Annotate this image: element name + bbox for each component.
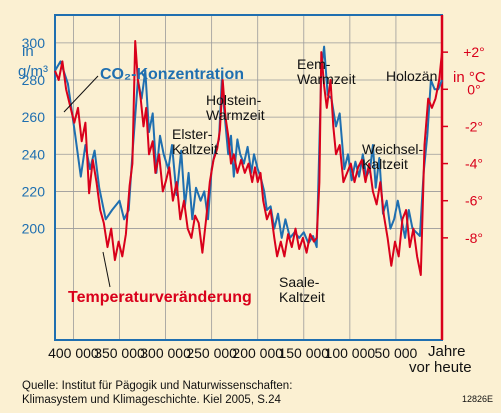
source-line-1: Quelle: Institut für Pägogik und Naturwi…	[22, 380, 293, 392]
figure-code: 12826E	[461, 394, 493, 404]
series-layer	[54, 40, 443, 276]
y-right-tick-label: -4°	[465, 156, 483, 172]
temperature-series-label: Temperaturveränderung	[68, 289, 252, 306]
x-tick-label: 300 000	[140, 345, 191, 361]
temperature-series-line	[54, 40, 443, 276]
y-right-tick-label: +2°	[463, 44, 485, 60]
x-tick-label: 200 000	[232, 345, 283, 361]
y-right-tick-label: -2°	[465, 118, 483, 134]
x-tick-label: 400 000	[48, 345, 99, 361]
eem-label-1: Eem-	[297, 56, 331, 72]
source-line-2: Klimasystem und Klimageschichte. Kiel 20…	[22, 394, 281, 406]
co2-label-leader	[63, 75, 99, 113]
eem-label-2: Warmzeit	[297, 71, 356, 87]
x-tick-label: 100 000	[325, 345, 376, 361]
y-left-tick-label: 200	[22, 221, 46, 237]
saale-label-1: Saale-	[279, 274, 320, 290]
holstein-label-2: Warmzeit	[206, 107, 265, 123]
y-left-tick-label: 280	[22, 72, 46, 88]
y-left-tick-label: 220	[22, 183, 46, 199]
left-unit-line2: g/m³	[18, 63, 48, 80]
y-left-tick-label: 260	[22, 109, 46, 125]
x-tick-label: 250 000	[186, 345, 237, 361]
left-unit-line1: in	[22, 43, 34, 60]
weichsel-label-2: Kaltzeit	[362, 156, 408, 172]
x-tick-label: 50 000	[375, 345, 418, 361]
source-note: Quelle: Institut für Pägogik und Naturwi…	[22, 379, 292, 407]
x-tick-label: 150 000	[278, 345, 329, 361]
x-title-line1: Jahre	[428, 343, 466, 360]
elster-label-1: Elster-	[172, 126, 213, 142]
saale-label-2: Kaltzeit	[279, 289, 325, 305]
y-left-tick-label: 240	[22, 146, 46, 162]
y-left-tick-label: 300	[22, 35, 46, 51]
right-unit: in °C	[453, 69, 486, 86]
y-right-tick-label: -8°	[465, 230, 483, 246]
weichsel-label-1: Weichsel-	[362, 141, 424, 157]
holstein-label-1: Holstein-	[206, 92, 262, 108]
y-right-tick-label: 0°	[467, 81, 480, 97]
y-right-tick-label: -6°	[465, 193, 483, 209]
x-title-line2: vor heute	[409, 359, 472, 376]
holozaen-label: Holozän	[386, 68, 437, 84]
elster-label-2: Kaltzeit	[172, 141, 218, 157]
x-tick-label: 350 000	[94, 345, 145, 361]
temperature-label-leader	[102, 251, 111, 288]
co2-series-label: CO₂-Konzentration	[100, 66, 244, 83]
